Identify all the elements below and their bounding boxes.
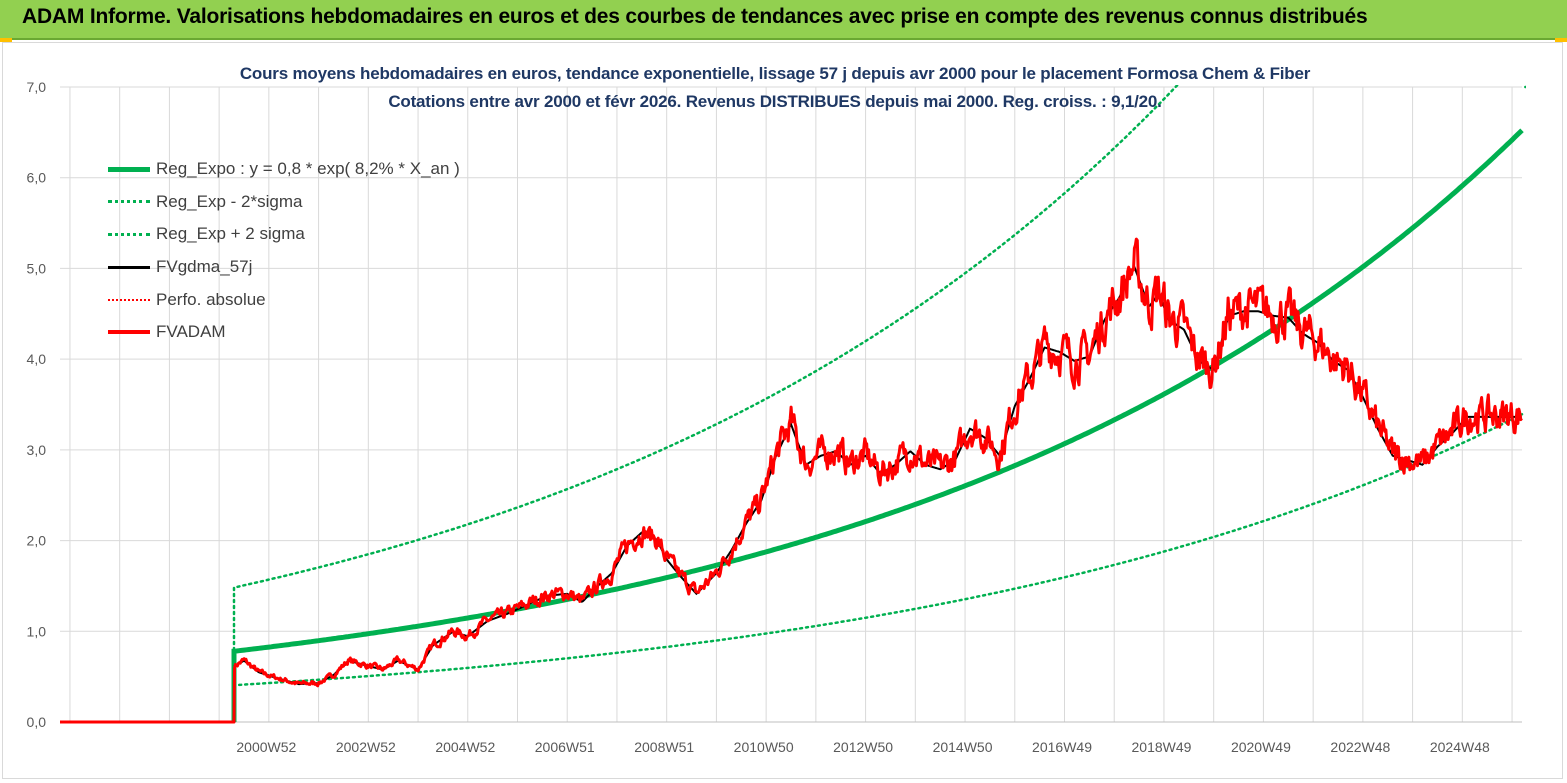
x-tick-label: 2014W50 <box>933 739 993 755</box>
x-tick-label: 2004W52 <box>435 739 495 755</box>
x-tick-label: 2000W52 <box>236 739 296 755</box>
chart-subtitle: Cotations entre avr 2000 et févr 2026. R… <box>388 92 1162 111</box>
corner-accent-left <box>0 38 12 42</box>
y-tick-label: 3,0 <box>27 442 47 458</box>
chart-legend: Reg_Expo : y = 0,8 * exp( 8,2% * X_an ) … <box>108 153 460 349</box>
legend-item-fvadam: FVADAM <box>108 316 460 349</box>
legend-label: FVgdma_57j <box>156 257 253 277</box>
report-title: ADAM Informe. Valorisations hebdomadaire… <box>22 5 1368 28</box>
x-tick-label: 2018W49 <box>1132 739 1192 755</box>
y-tick-label: 4,0 <box>27 351 47 367</box>
legend-swatch-solid-black <box>108 262 150 272</box>
y-tick-label: 7,0 <box>27 79 47 95</box>
x-tick-label: 2024W48 <box>1430 739 1490 755</box>
x-tick-label: 2012W50 <box>833 739 893 755</box>
reg-exp-plus-2sigma-line <box>232 85 1180 724</box>
legend-item-reg-expo: Reg_Expo : y = 0,8 * exp( 8,2% * X_an ) <box>108 153 460 186</box>
chart-frame <box>2 42 1563 779</box>
y-tick-label: 1,0 <box>27 623 47 639</box>
legend-label: Perfo. absolue <box>156 289 266 309</box>
legend-item-reg-exp-minus: Reg_Exp - 2*sigma <box>108 186 460 219</box>
legend-swatch-dotted-green <box>108 197 150 207</box>
legend-item-reg-exp-plus: Reg_Exp + 2 sigma <box>108 218 460 251</box>
legend-label: Reg_Expo : y = 0,8 * exp( 8,2% * X_an ) <box>156 159 460 179</box>
x-tick-label: 2016W49 <box>1032 739 1092 755</box>
legend-item-fvgdma: FVgdma_57j <box>108 251 460 284</box>
fvadam-line <box>60 237 1523 724</box>
x-tick-label: 2022W48 <box>1330 739 1390 755</box>
x-tick-label: 2010W50 <box>734 739 794 755</box>
grid-layer <box>60 86 1522 723</box>
x-tick-label: 2008W51 <box>634 739 694 755</box>
legend-label: FVADAM <box>156 322 226 342</box>
x-tick-label: 2020W49 <box>1231 739 1291 755</box>
y-tick-label: 5,0 <box>27 260 47 276</box>
y-tick-label: 2,0 <box>27 533 47 549</box>
header-bar: ADAM Informe. Valorisations hebdomadaire… <box>0 0 1567 40</box>
corner-accent-right <box>1555 38 1567 42</box>
reg-exp-minus-2sigma-line <box>232 413 1524 724</box>
axis-layer: 0,0 1,0 2,0 3,0 4,0 5,0 6,0 7,0 2000W52 2002W52 20… <box>27 79 1522 755</box>
series-layer <box>60 85 1526 724</box>
legend-swatch-solid-red <box>108 327 150 337</box>
x-tick-label: 2006W51 <box>535 739 595 755</box>
y-tick-label: 0,0 <box>27 714 47 730</box>
legend-label: Reg_Exp - 2*sigma <box>156 191 303 211</box>
legend-item-perfo: Perfo. absolue <box>108 283 460 316</box>
y-tick-label: 6,0 <box>27 170 47 186</box>
reg-expo-line <box>231 128 1524 722</box>
chart-title: Cours moyens hebdomadaires en euros, ten… <box>239 64 1311 83</box>
legend-swatch-solid-green <box>108 164 150 174</box>
legend-label: Reg_Exp + 2 sigma <box>156 224 305 244</box>
x-tick-label: 2002W52 <box>336 739 396 755</box>
legend-swatch-dotted-red <box>108 295 150 305</box>
legend-swatch-dotted-green <box>108 229 150 239</box>
